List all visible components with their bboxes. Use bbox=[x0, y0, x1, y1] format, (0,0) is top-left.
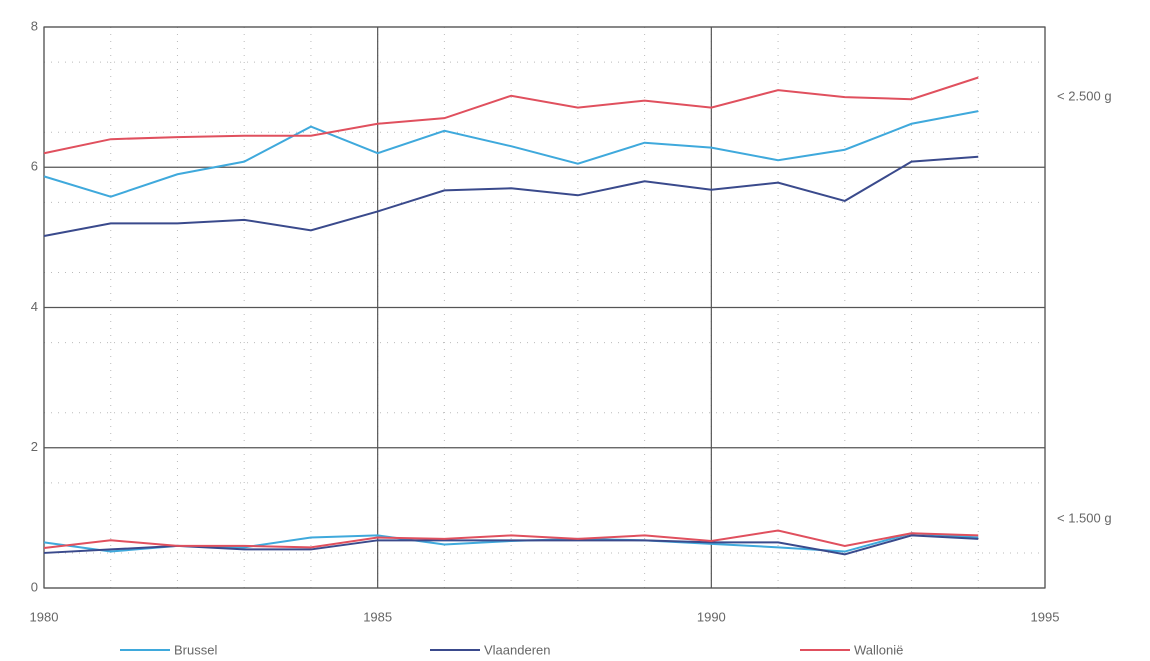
legend-label: Brussel bbox=[174, 642, 217, 657]
series-line bbox=[43, 155, 979, 237]
plot-frame bbox=[43, 26, 1046, 589]
y-tick-label: 6 bbox=[31, 159, 38, 174]
y-tick-label: 8 bbox=[31, 18, 38, 33]
x-tick-label: 1990 bbox=[697, 609, 726, 624]
legend-label: Wallonië bbox=[854, 642, 903, 657]
legend-label: Vlaanderen bbox=[484, 642, 551, 657]
y-tick-label: 2 bbox=[31, 439, 38, 454]
series-line bbox=[43, 529, 979, 550]
x-tick-label: 1985 bbox=[363, 609, 392, 624]
x-tick-label: 1995 bbox=[1031, 609, 1060, 624]
annotation: < 1.500 g bbox=[1057, 511, 1112, 526]
y-tick-label: 4 bbox=[31, 299, 38, 314]
y-tick-label: 0 bbox=[31, 579, 38, 594]
x-tick-label: 1980 bbox=[30, 609, 59, 624]
annotation: < 2.500 g bbox=[1057, 89, 1112, 104]
series-line bbox=[43, 76, 979, 155]
series-line bbox=[43, 534, 979, 556]
series-line bbox=[43, 110, 979, 198]
